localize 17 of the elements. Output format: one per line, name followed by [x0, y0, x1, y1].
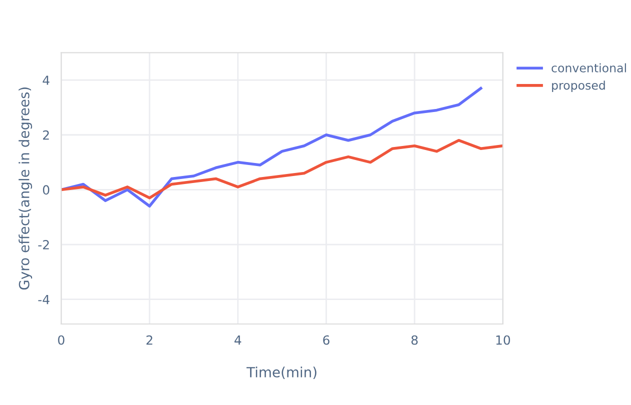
y-tick-label: 4	[42, 76, 50, 85]
x-tick-label: 4	[234, 335, 242, 345]
x-tick-label: 10	[496, 335, 510, 345]
legend-label: conventional	[552, 63, 626, 72]
x-tick-label: 2	[146, 335, 152, 345]
y-axis-title: Gyro effect(angle in degrees)	[18, 88, 32, 290]
line-series	[61, 138, 503, 200]
line-series	[61, 86, 482, 208]
y-tick-label: -2	[38, 240, 49, 250]
y-tick-label: -4	[38, 294, 50, 304]
y-tick-label: 2	[43, 130, 49, 140]
legend-label: proposed	[552, 80, 605, 92]
x-axis-title: Time(min)	[246, 366, 316, 380]
x-tick-label: 8	[411, 335, 418, 345]
x-tick-label: 6	[323, 335, 330, 345]
y-tick-label: 0	[42, 185, 50, 195]
x-tick-label: 0	[58, 335, 64, 345]
